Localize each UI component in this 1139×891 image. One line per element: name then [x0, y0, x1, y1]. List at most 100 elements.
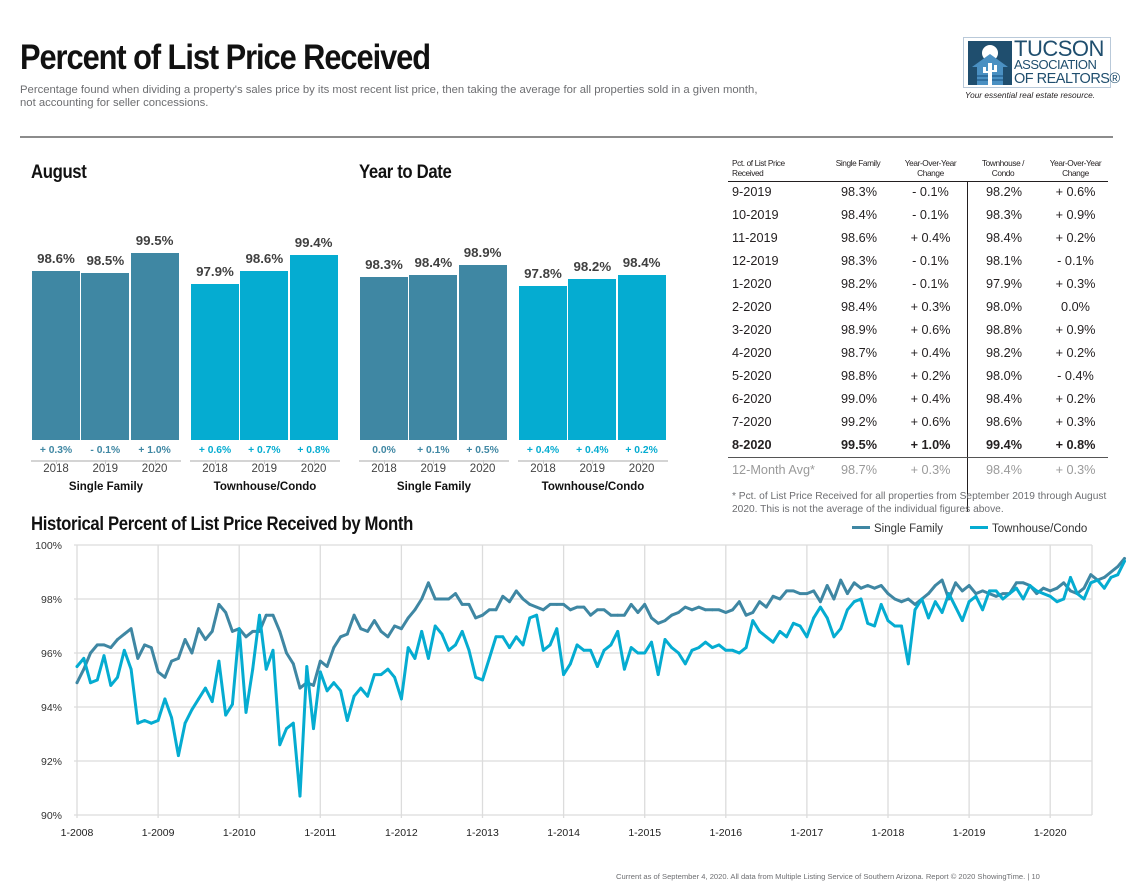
page-subtitle: Percentage found when dividing a propert… — [20, 84, 758, 109]
data-point-townhouse-condo — [859, 597, 863, 601]
data-point-townhouse-condo — [204, 686, 207, 690]
data-point-townhouse-condo — [873, 624, 876, 628]
table-header-townhouse-condo: Townhouse / Condo — [981, 158, 1025, 178]
cell-townhouse-condo: 98.0% — [986, 300, 1022, 314]
cell-sf-yoy-change: - 0.1% — [912, 277, 949, 291]
bar-change-label: 0.0% — [372, 445, 396, 456]
bar-category-label: 2019 — [420, 463, 447, 475]
cell-period: 1-2020 — [732, 277, 772, 291]
data-point-single-family — [893, 597, 897, 601]
data-point-single-family — [149, 646, 153, 649]
data-point-townhouse-condo — [1008, 592, 1011, 595]
data-point-single-family — [298, 686, 302, 690]
legend-label-townhouse-condo: Townhouse/Condo — [992, 523, 1088, 535]
cell-tc-yoy-change: 0.0% — [1061, 300, 1090, 314]
data-point-single-family — [805, 592, 809, 595]
data-point-single-family — [839, 578, 843, 582]
data-point-single-family — [960, 589, 964, 593]
data-point-single-family — [454, 592, 457, 595]
data-point-townhouse-condo — [771, 640, 775, 644]
data-point-townhouse-condo — [82, 657, 86, 660]
data-point-townhouse-condo — [177, 754, 180, 757]
logo-tagline: Your essential real estate resource. — [965, 90, 1096, 100]
x-tick-label: 1-2019 — [953, 827, 986, 839]
bar-category-label: 2020 — [300, 463, 327, 475]
bar-change-label: + 0.4% — [576, 445, 609, 456]
logo-frame: TUCSON ASSOCIATION OF REALTORS® — [963, 37, 1120, 88]
data-point-townhouse-condo — [258, 613, 261, 617]
data-point-single-family — [204, 638, 207, 641]
data-point-single-family — [758, 600, 761, 604]
data-point-townhouse-condo — [731, 648, 734, 652]
data-point-single-family — [122, 632, 126, 636]
data-point-single-family — [575, 605, 579, 609]
data-point-single-family — [886, 592, 890, 595]
data-point-townhouse-condo — [596, 665, 599, 668]
legend-label-single-family: Single Family — [874, 523, 944, 535]
table-header-sf-yoy-change: Year-Over-Year Change — [904, 158, 957, 178]
bar-group-label-townhouse-condo: Townhouse/Condo — [541, 481, 645, 493]
data-point-single-family — [447, 597, 451, 601]
data-point-townhouse-condo — [650, 640, 653, 644]
cell-townhouse-condo: 97.9% — [986, 277, 1022, 291]
data-point-single-family — [1001, 592, 1005, 595]
cell-single-family: 98.8% — [841, 369, 877, 383]
bar-axis-tick — [592, 460, 594, 464]
y-tick-label: 94% — [41, 702, 62, 714]
data-point-townhouse-condo — [548, 643, 552, 647]
bar-august-single-family-2019 — [81, 272, 130, 440]
data-point-townhouse-condo — [305, 665, 309, 668]
data-point-townhouse-condo — [433, 624, 437, 628]
bar-change-label: + 0.2% — [625, 445, 658, 456]
data-point-townhouse-condo — [136, 721, 140, 725]
bar-category-label: 2020 — [469, 463, 496, 475]
cell-sf-yoy-change: + 0.3% — [910, 463, 951, 477]
data-point-single-family — [737, 600, 741, 604]
data-point-single-family — [143, 643, 147, 647]
data-point-townhouse-condo — [1075, 592, 1079, 595]
data-point-townhouse-condo — [217, 659, 221, 663]
cell-sf-yoy-change: - 0.1% — [912, 254, 949, 268]
data-point-townhouse-condo — [224, 713, 228, 717]
data-point-townhouse-condo — [1042, 592, 1045, 595]
cell-townhouse-condo: 99.4% — [986, 438, 1022, 452]
data-point-single-family — [589, 613, 592, 617]
data-point-townhouse-condo — [717, 643, 721, 647]
data-point-townhouse-condo — [805, 635, 809, 639]
bar-august-single-family-2020 — [130, 253, 179, 440]
x-tick-label: 1-2017 — [791, 827, 824, 839]
bar-year-to-date-single-family-2019 — [409, 274, 458, 440]
data-point-single-family — [974, 592, 978, 595]
bar-change-label: + 0.8% — [297, 445, 330, 456]
cell-period: 3-2020 — [732, 323, 772, 337]
data-point-single-family — [264, 613, 268, 617]
data-point-single-family — [602, 608, 606, 612]
data-point-single-family — [481, 613, 484, 617]
data-point-single-family — [231, 630, 234, 633]
cell-tc-yoy-change: + 0.2% — [1055, 392, 1096, 406]
data-point-single-family — [359, 627, 363, 631]
data-point-townhouse-condo — [298, 794, 302, 798]
cell-townhouse-condo: 98.2% — [986, 346, 1022, 360]
data-point-townhouse-condo — [690, 648, 694, 652]
cell-single-family: 99.5% — [841, 438, 877, 452]
x-tick-label: 1-2015 — [628, 827, 661, 839]
data-point-single-family — [785, 589, 788, 593]
bar-value-label: 98.4% — [622, 254, 661, 270]
cell-townhouse-condo: 98.0% — [986, 369, 1022, 383]
data-point-townhouse-condo — [839, 627, 843, 631]
data-point-single-family — [1042, 586, 1045, 590]
data-point-townhouse-condo — [102, 654, 106, 658]
series-line-townhouse-condo — [75, 559, 1126, 798]
cell-sf-yoy-change: + 0.6% — [910, 323, 951, 337]
data-point-townhouse-condo — [927, 616, 930, 620]
bar-august-townhouse-condo-2020 — [289, 254, 338, 440]
data-point-townhouse-condo — [933, 600, 937, 604]
data-point-townhouse-condo — [122, 648, 126, 652]
data-point-single-family — [190, 651, 194, 655]
bar-axis-tick — [384, 460, 385, 464]
data-point-townhouse-condo — [866, 621, 870, 625]
data-point-townhouse-condo — [427, 657, 430, 660]
data-point-townhouse-condo — [535, 613, 538, 617]
data-point-single-family — [197, 627, 201, 631]
